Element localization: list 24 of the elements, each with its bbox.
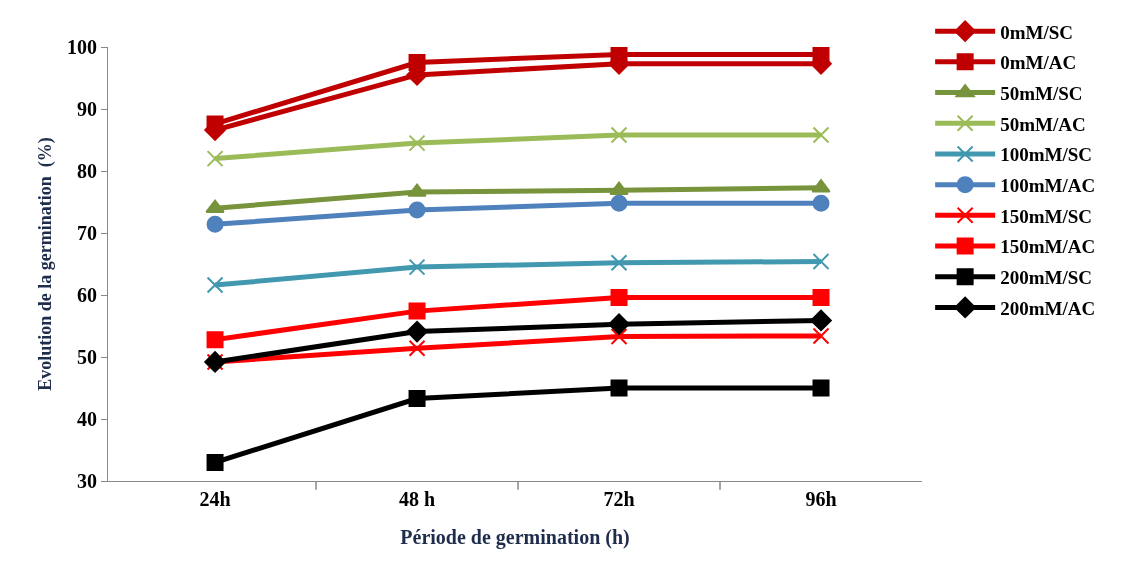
y-tick-label: 50 — [77, 346, 97, 368]
legend-label: 150mM/SC — [1000, 205, 1092, 227]
x-tick-label: 96h — [805, 488, 837, 510]
y-tick-label: 70 — [77, 222, 97, 244]
x-axis-title: Période de germination (h) — [400, 525, 630, 549]
y-tick-label: 90 — [77, 98, 97, 120]
legend-label: 50mM/AC — [1000, 113, 1086, 135]
legend-label: 0mM/AC — [1000, 52, 1077, 74]
y-axis-title: Evolution de la germination (%) — [35, 137, 57, 391]
legend-label: 150mM/AC — [1000, 236, 1096, 258]
legend-label: 100mM/SC — [1000, 144, 1092, 166]
legend-label: 200mM/AC — [1000, 297, 1096, 319]
y-tick-label: 40 — [77, 408, 97, 430]
x-tick-label: 48 h — [398, 488, 436, 510]
x-tick-label: 24h — [199, 488, 231, 510]
y-tick-label: 80 — [77, 160, 97, 182]
legend-label: 200mM/SC — [1000, 267, 1092, 289]
y-tick-label: 60 — [77, 284, 97, 306]
legend-label: 50mM/SC — [1000, 82, 1083, 104]
legend-label: 0mM/SC — [1000, 21, 1073, 43]
x-tick-label: 72h — [603, 488, 635, 510]
legend-label: 100mM/AC — [1000, 175, 1096, 197]
y-tick-label: 30 — [77, 470, 97, 492]
y-tick-label: 100 — [67, 36, 97, 58]
